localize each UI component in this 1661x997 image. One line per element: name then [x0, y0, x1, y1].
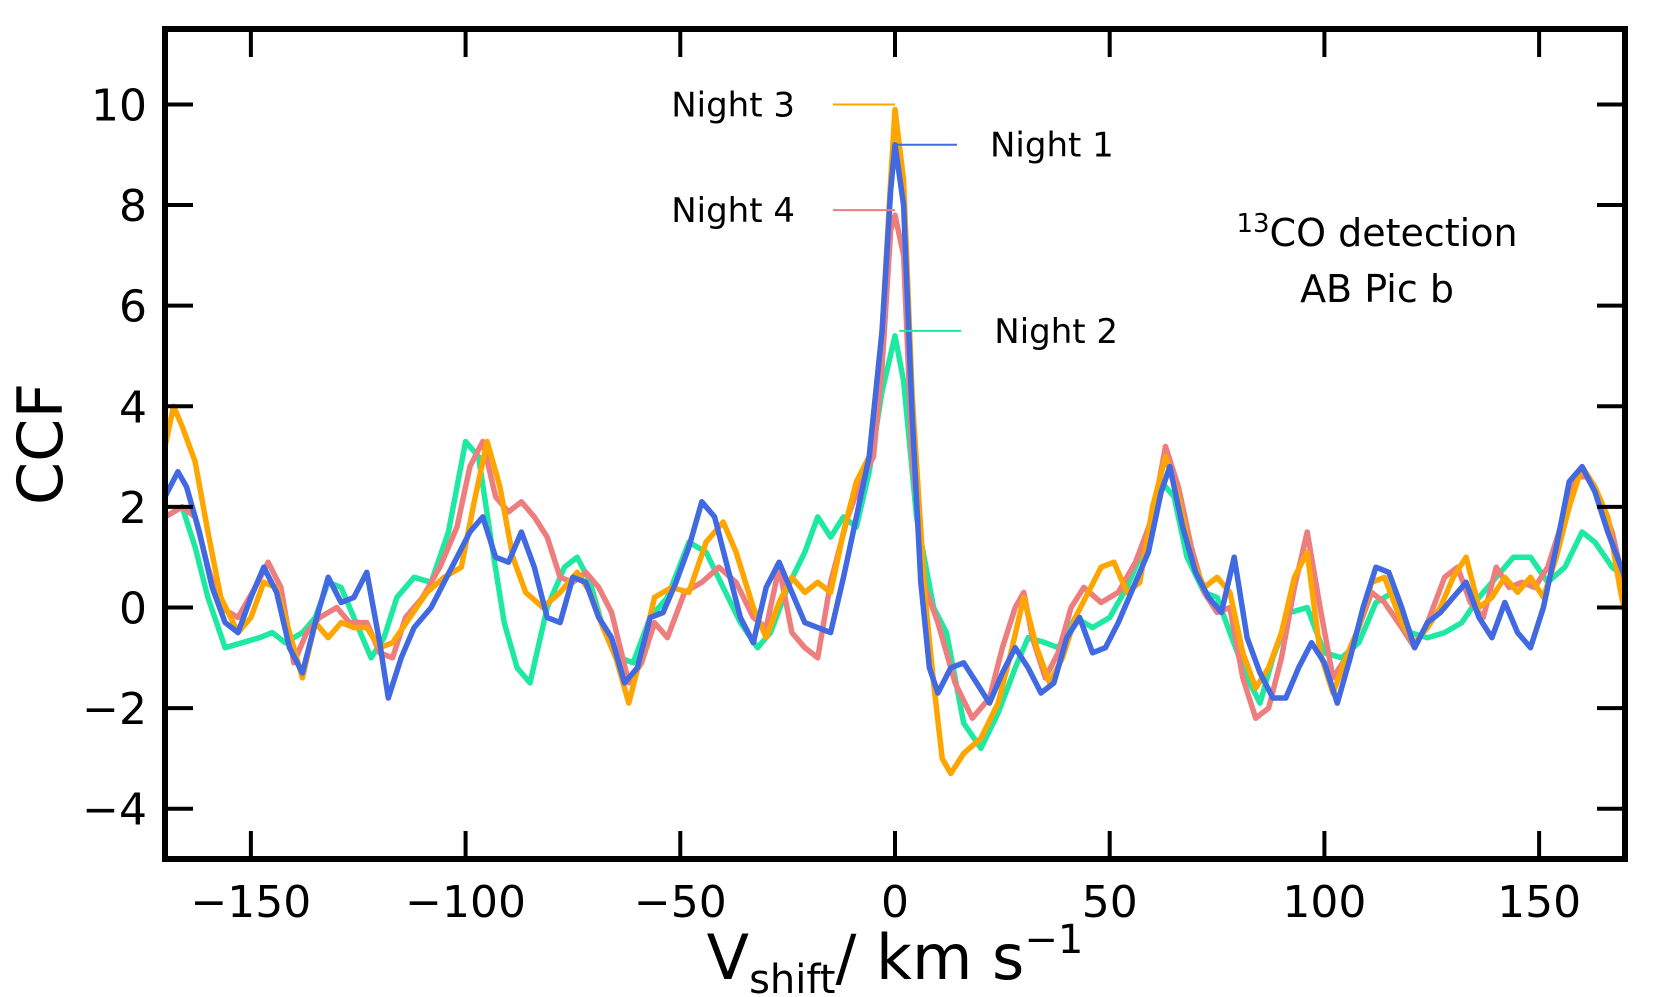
x-tick-label: 100 [1282, 877, 1366, 928]
annotation-line2: AB Pic b [1300, 267, 1454, 311]
annotation-superscript: 13 [1236, 209, 1269, 239]
x-axis-title: Vshift/ km s−1 [707, 917, 1084, 997]
y-tick-label: 0 [119, 583, 147, 634]
y-tick-label: 8 [119, 181, 147, 232]
annotation-line1: 13CO detection [1236, 209, 1517, 255]
x-tick-label: −150 [190, 877, 311, 928]
y-tick-label: 4 [119, 382, 147, 433]
x-tick-label: −50 [634, 877, 727, 928]
y-tick-label: −2 [82, 684, 147, 735]
series-labels-layer: Night 2 Night 4 Night 3 Night 1 [671, 85, 1118, 351]
y-tick-label: −4 [82, 785, 147, 836]
y-tick-label: 2 [119, 483, 147, 534]
annotation-line1-text: CO detection [1270, 211, 1518, 255]
y-tick-label: 6 [119, 282, 147, 333]
x-axis-title-main: V [707, 921, 749, 994]
series-label-night-2: Night 2 [994, 312, 1118, 352]
detection-annotation: 13CO detection AB Pic b [1236, 209, 1517, 311]
x-tick-label: 0 [881, 877, 909, 928]
series-label-night-3: Night 3 [671, 85, 795, 125]
x-tick-label: −100 [405, 877, 526, 928]
x-tick-label: 50 [1082, 877, 1138, 928]
x-tick-label: 150 [1497, 877, 1581, 928]
series-label-night-1: Night 1 [990, 126, 1114, 166]
y-axis-title: CCF [4, 383, 77, 505]
x-axis-title-unit: / km s [835, 921, 1024, 994]
ticks-layer: −150 −100 −50 0 50 100 150 −4 −2 0 2 4 6 8 10 [82, 29, 1625, 928]
series-label-night-4: Night 4 [671, 191, 795, 231]
x-axis-title-subscript: shift [749, 957, 835, 997]
y-tick-label: 10 [91, 80, 147, 131]
x-axis-title-superscript: −1 [1024, 917, 1083, 963]
